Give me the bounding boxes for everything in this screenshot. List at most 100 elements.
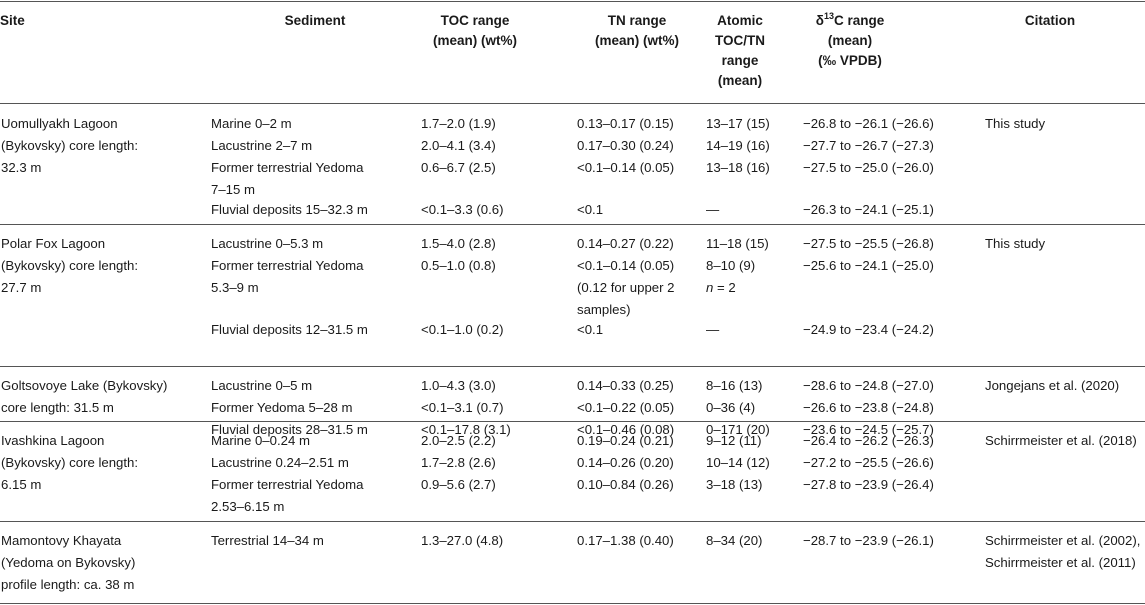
sediment: 2.53–6.15 m: [211, 499, 285, 514]
toc-range: 0.6–6.7 (2.5): [421, 160, 496, 175]
citation: Schirrmeister et al. (2011): [985, 555, 1136, 570]
delta13c-range: −28.7 to −23.9 (−26.1): [803, 533, 934, 548]
delta13c-range: −27.5 to −25.5 (−26.8): [803, 236, 934, 251]
table-rule: [0, 421, 1145, 422]
atomic-ratio: 13–17 (15): [706, 116, 770, 131]
sediment: Former terrestrial Yedoma: [211, 160, 364, 175]
tn-range: <0.1–0.22 (0.05): [577, 400, 675, 415]
site-name: Polar Fox Lagoon: [1, 236, 106, 251]
tn-range: <0.1: [577, 322, 604, 337]
atomic-ratio: 11–18 (15): [706, 236, 769, 251]
header-tn: TN range (mean) (wt%): [595, 13, 679, 48]
toc-range: <0.1–17.8 (3.1): [421, 422, 511, 437]
sediment: Lacustrine 0.24–2.51 m: [211, 455, 349, 470]
delta13c-range: −27.8 to −23.9 (−26.4): [803, 477, 934, 492]
delta13c-range: −23.6 to −24.5 (−25.7): [803, 422, 934, 437]
tn-range: 0.13–0.17 (0.15): [577, 116, 674, 131]
tn-range: <0.1–0.46 (0.08): [577, 422, 675, 437]
atomic-sample-count: n = 2: [706, 280, 736, 295]
sediment: Fluvial deposits 28–31.5 m: [211, 422, 368, 437]
citation: Schirrmeister et al. (2018): [985, 433, 1137, 448]
table-rule: [0, 103, 1145, 104]
tn-range: (0.12 for upper 2: [577, 280, 675, 295]
citation: This study: [985, 236, 1046, 251]
toc-range: 1.0–4.3 (3.0): [421, 378, 496, 393]
atomic-ratio: 0–36 (4): [706, 400, 756, 415]
sediment: 5.3–9 m: [211, 280, 259, 295]
toc-range: <0.1–1.0 (0.2): [421, 322, 504, 337]
site-name: Uomullyakh Lagoon: [1, 116, 118, 131]
table-rule: [0, 603, 1145, 604]
toc-range: 1.7–2.8 (2.6): [421, 455, 496, 470]
tn-range: 0.10–0.84 (0.26): [577, 477, 674, 492]
sediment: Marine 0–0.24 m: [211, 433, 310, 448]
site-name: (Bykovsky) core length:: [1, 258, 139, 273]
site-name: (Bykovsky) core length:: [1, 138, 139, 153]
tn-range: 0.14–0.33 (0.25): [577, 378, 674, 393]
atomic-ratio: 10–14 (12): [706, 455, 770, 470]
table-rule: [0, 366, 1145, 367]
tn-range: 0.14–0.26 (0.20): [577, 455, 674, 470]
delta13c-range: −27.5 to −25.0 (−26.0): [803, 160, 934, 175]
toc-range: <0.1–3.1 (0.7): [421, 400, 504, 415]
delta13c-range: −26.3 to −24.1 (−25.1): [803, 202, 934, 217]
atomic-ratio: —: [706, 322, 720, 337]
table-rule: [0, 1, 1145, 2]
delta13c-range: −28.6 to −24.8 (−27.0): [803, 378, 934, 393]
sediment: Fluvial deposits 15–32.3 m: [211, 202, 368, 217]
site-name: (Yedoma on Bykovsky): [1, 555, 136, 570]
sediment: Lacustrine 2–7 m: [211, 138, 313, 153]
citation: This study: [985, 116, 1046, 131]
header-citation: Citation: [1024, 13, 1076, 28]
tn-range: samples): [577, 302, 631, 317]
delta13c-range: −24.9 to −23.4 (−24.2): [803, 322, 934, 337]
sediment: Fluvial deposits 12–31.5 m: [211, 322, 368, 337]
site-name: Goltsovoye Lake (Bykovsky): [1, 378, 168, 393]
atomic-ratio: 0–171 (20): [706, 422, 770, 437]
atomic-ratio: 13–18 (16): [706, 160, 770, 175]
site-name: 27.7 m: [1, 280, 42, 295]
header-toc: TOC range (mean) (wt%): [433, 13, 517, 48]
delta13c-range: −26.8 to −26.1 (−26.6): [803, 116, 934, 131]
atomic-ratio: 3–18 (13): [706, 477, 763, 492]
site-name: 6.15 m: [1, 477, 42, 492]
sediment: Terrestrial 14–34 m: [211, 533, 324, 548]
toc-range: 0.9–5.6 (2.7): [421, 477, 496, 492]
atomic-ratio: —: [706, 202, 720, 217]
tn-range: 0.19–0.24 (0.21): [577, 433, 674, 448]
delta13c-range: −27.2 to −25.5 (−26.6): [803, 455, 934, 470]
site-name: profile length: ca. 38 m: [1, 577, 135, 592]
sediment: Lacustrine 0–5 m: [211, 378, 313, 393]
delta13c-range: −25.6 to −24.1 (−25.0): [803, 258, 934, 273]
delta13c-range: −27.7 to −26.7 (−27.3): [803, 138, 934, 153]
atomic-ratio: 8–10 (9): [706, 258, 756, 273]
tn-range: 0.17–1.38 (0.40): [577, 533, 674, 548]
citation: Schirrmeister et al. (2002),: [985, 533, 1141, 548]
sediment: Former terrestrial Yedoma: [211, 477, 364, 492]
toc-range: 0.5–1.0 (0.8): [421, 258, 496, 273]
site-name: Mamontovy Khayata: [1, 533, 122, 548]
delta13c-range: −26.6 to −23.8 (−24.8): [803, 400, 934, 415]
citation: Jongejans et al. (2020): [985, 378, 1120, 393]
site-name: core length: 31.5 m: [1, 400, 114, 415]
tn-range: 0.17–0.30 (0.24): [577, 138, 674, 153]
atomic-ratio: 8–34 (20): [706, 533, 763, 548]
atomic-ratio: 9–12 (11): [706, 433, 762, 448]
header-site: Site: [0, 13, 25, 28]
sediment: Marine 0–2 m: [211, 116, 292, 131]
toc-range: 1.7–2.0 (1.9): [421, 116, 496, 131]
tn-range: <0.1–0.14 (0.05): [577, 258, 675, 273]
delta13c-range: −26.4 to −26.2 (−26.3): [803, 433, 934, 448]
atomic-ratio: 8–16 (13): [706, 378, 763, 393]
table-rule: [0, 224, 1145, 225]
toc-range: 1.5–4.0 (2.8): [421, 236, 496, 251]
site-name: (Bykovsky) core length:: [1, 455, 139, 470]
header-atomic: Atomic TOC/TN range (mean): [715, 13, 765, 88]
toc-range: 1.3–27.0 (4.8): [421, 533, 504, 548]
toc-range: <0.1–3.3 (0.6): [421, 202, 504, 217]
site-name: Ivashkina Lagoon: [1, 433, 105, 448]
sediment: Former terrestrial Yedoma: [211, 258, 364, 273]
toc-range: 2.0–2.5 (2.2): [421, 433, 496, 448]
tn-range: <0.1–0.14 (0.05): [577, 160, 675, 175]
